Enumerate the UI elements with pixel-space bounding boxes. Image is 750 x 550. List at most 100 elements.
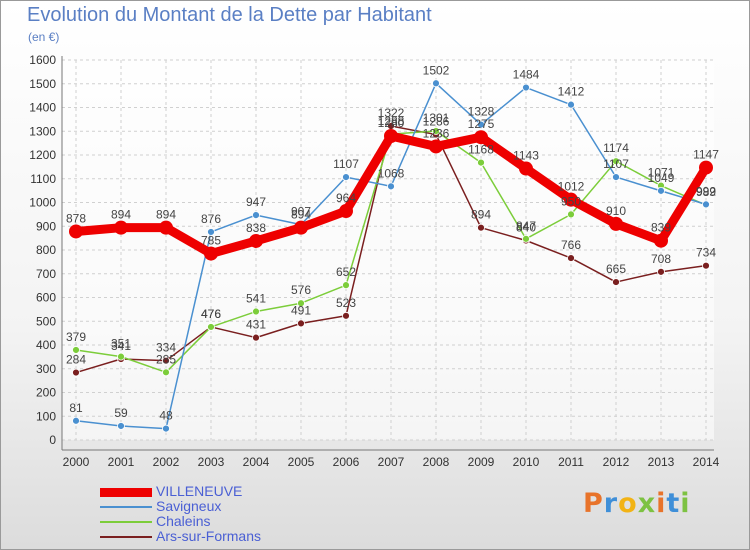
data-label: 878 (66, 211, 86, 225)
data-label: 964 (336, 191, 356, 205)
data-point (162, 424, 170, 433)
data-point (342, 311, 350, 320)
data-label: 476 (201, 307, 221, 321)
x-tick-label: 2011 (558, 455, 584, 469)
y-tick-label: 1200 (29, 148, 56, 162)
data-label: 476 (201, 307, 221, 321)
data-point (207, 323, 215, 331)
data-label: 1275 (468, 117, 495, 131)
data-point (342, 173, 350, 181)
data-point (654, 233, 668, 248)
data-point (522, 234, 530, 243)
legend-label: Savigneux (156, 498, 222, 514)
y-tick-label: 500 (36, 314, 56, 328)
data-point (204, 246, 218, 261)
data-point (567, 254, 575, 262)
data-label: 910 (606, 204, 626, 218)
data-label: 1412 (558, 85, 585, 99)
x-tick-label: 2007 (378, 455, 405, 469)
legend-label: Chaleins (156, 513, 211, 529)
data-point (612, 173, 620, 181)
data-point (519, 161, 533, 176)
data-label: 894 (471, 208, 491, 222)
data-label: 1107 (333, 157, 359, 171)
data-label: 766 (561, 238, 581, 252)
data-point (522, 83, 530, 92)
legend-swatch (100, 521, 152, 523)
x-tick-label: 2013 (648, 455, 675, 469)
data-point (702, 261, 710, 270)
data-point (477, 120, 485, 129)
logo-letter: x (637, 488, 657, 519)
logo-letter: i (680, 488, 691, 519)
y-tick-label: 700 (36, 267, 56, 281)
logo-letter: t (666, 488, 681, 519)
data-label: 351 (111, 337, 131, 351)
x-tick-label: 2009 (468, 455, 495, 469)
data-label: 1168 (468, 143, 494, 157)
data-label: 491 (291, 303, 311, 317)
data-label: 284 (66, 353, 86, 367)
data-label: 840 (516, 221, 536, 235)
x-tick-label: 2008 (423, 455, 450, 469)
data-label: 734 (696, 246, 716, 260)
data-label: 1322 (378, 106, 405, 120)
data-label: 576 (291, 283, 311, 297)
data-label: 334 (156, 341, 176, 355)
x-tick-label: 2002 (153, 455, 180, 469)
data-label: 652 (336, 265, 356, 279)
data-point (612, 157, 620, 166)
data-label: 907 (291, 205, 311, 219)
data-point (69, 224, 83, 239)
data-point (432, 79, 440, 88)
data-label: 285 (156, 352, 176, 366)
data-label: 1049 (648, 171, 675, 185)
data-point (339, 204, 353, 219)
data-point (117, 422, 125, 430)
legend-swatch (100, 536, 152, 538)
data-label: 1288 (378, 114, 405, 128)
legend-swatch (100, 506, 152, 508)
legend-label: Ars-sur-Formans (156, 528, 262, 544)
data-point (162, 368, 170, 377)
data-point (429, 139, 443, 154)
data-point (162, 356, 170, 365)
x-tick-label: 2001 (108, 455, 135, 469)
data-point (114, 220, 128, 235)
x-tick-label: 2006 (333, 455, 360, 469)
data-label: 992 (696, 184, 716, 198)
data-label: 894 (156, 208, 176, 222)
data-point (252, 307, 260, 316)
data-label: 341 (111, 339, 131, 353)
data-label: 59 (114, 406, 128, 420)
y-tick-label: 1100 (30, 172, 56, 186)
data-point (252, 333, 260, 342)
x-tick-label: 2003 (198, 455, 225, 469)
data-label: 541 (246, 292, 266, 306)
data-point (387, 182, 395, 191)
data-point (657, 186, 665, 195)
data-point (297, 299, 305, 308)
data-label: 708 (651, 252, 671, 266)
data-label: 1328 (468, 105, 495, 119)
data-point (432, 127, 440, 135)
data-label: 1107 (603, 157, 629, 171)
data-label: 523 (336, 296, 356, 310)
y-tick-label: 1300 (29, 124, 56, 138)
data-label: 1236 (423, 126, 450, 140)
x-tick-label: 2000 (63, 455, 90, 469)
data-point (384, 129, 398, 143)
chart-title: Evolution du Montant de la Dette par Hab… (27, 4, 432, 26)
logo-letter: r (603, 488, 619, 519)
y-tick-label: 1000 (29, 196, 56, 210)
data-label: 665 (606, 262, 626, 276)
data-label: 947 (246, 195, 266, 209)
data-point (159, 220, 173, 235)
data-point (612, 278, 620, 286)
x-tick-label: 2014 (693, 455, 720, 469)
y-tick-label: 0 (49, 433, 56, 447)
y-tick-label: 400 (36, 338, 56, 352)
data-point (702, 200, 710, 209)
data-label: 950 (561, 194, 581, 208)
data-point (297, 319, 305, 328)
